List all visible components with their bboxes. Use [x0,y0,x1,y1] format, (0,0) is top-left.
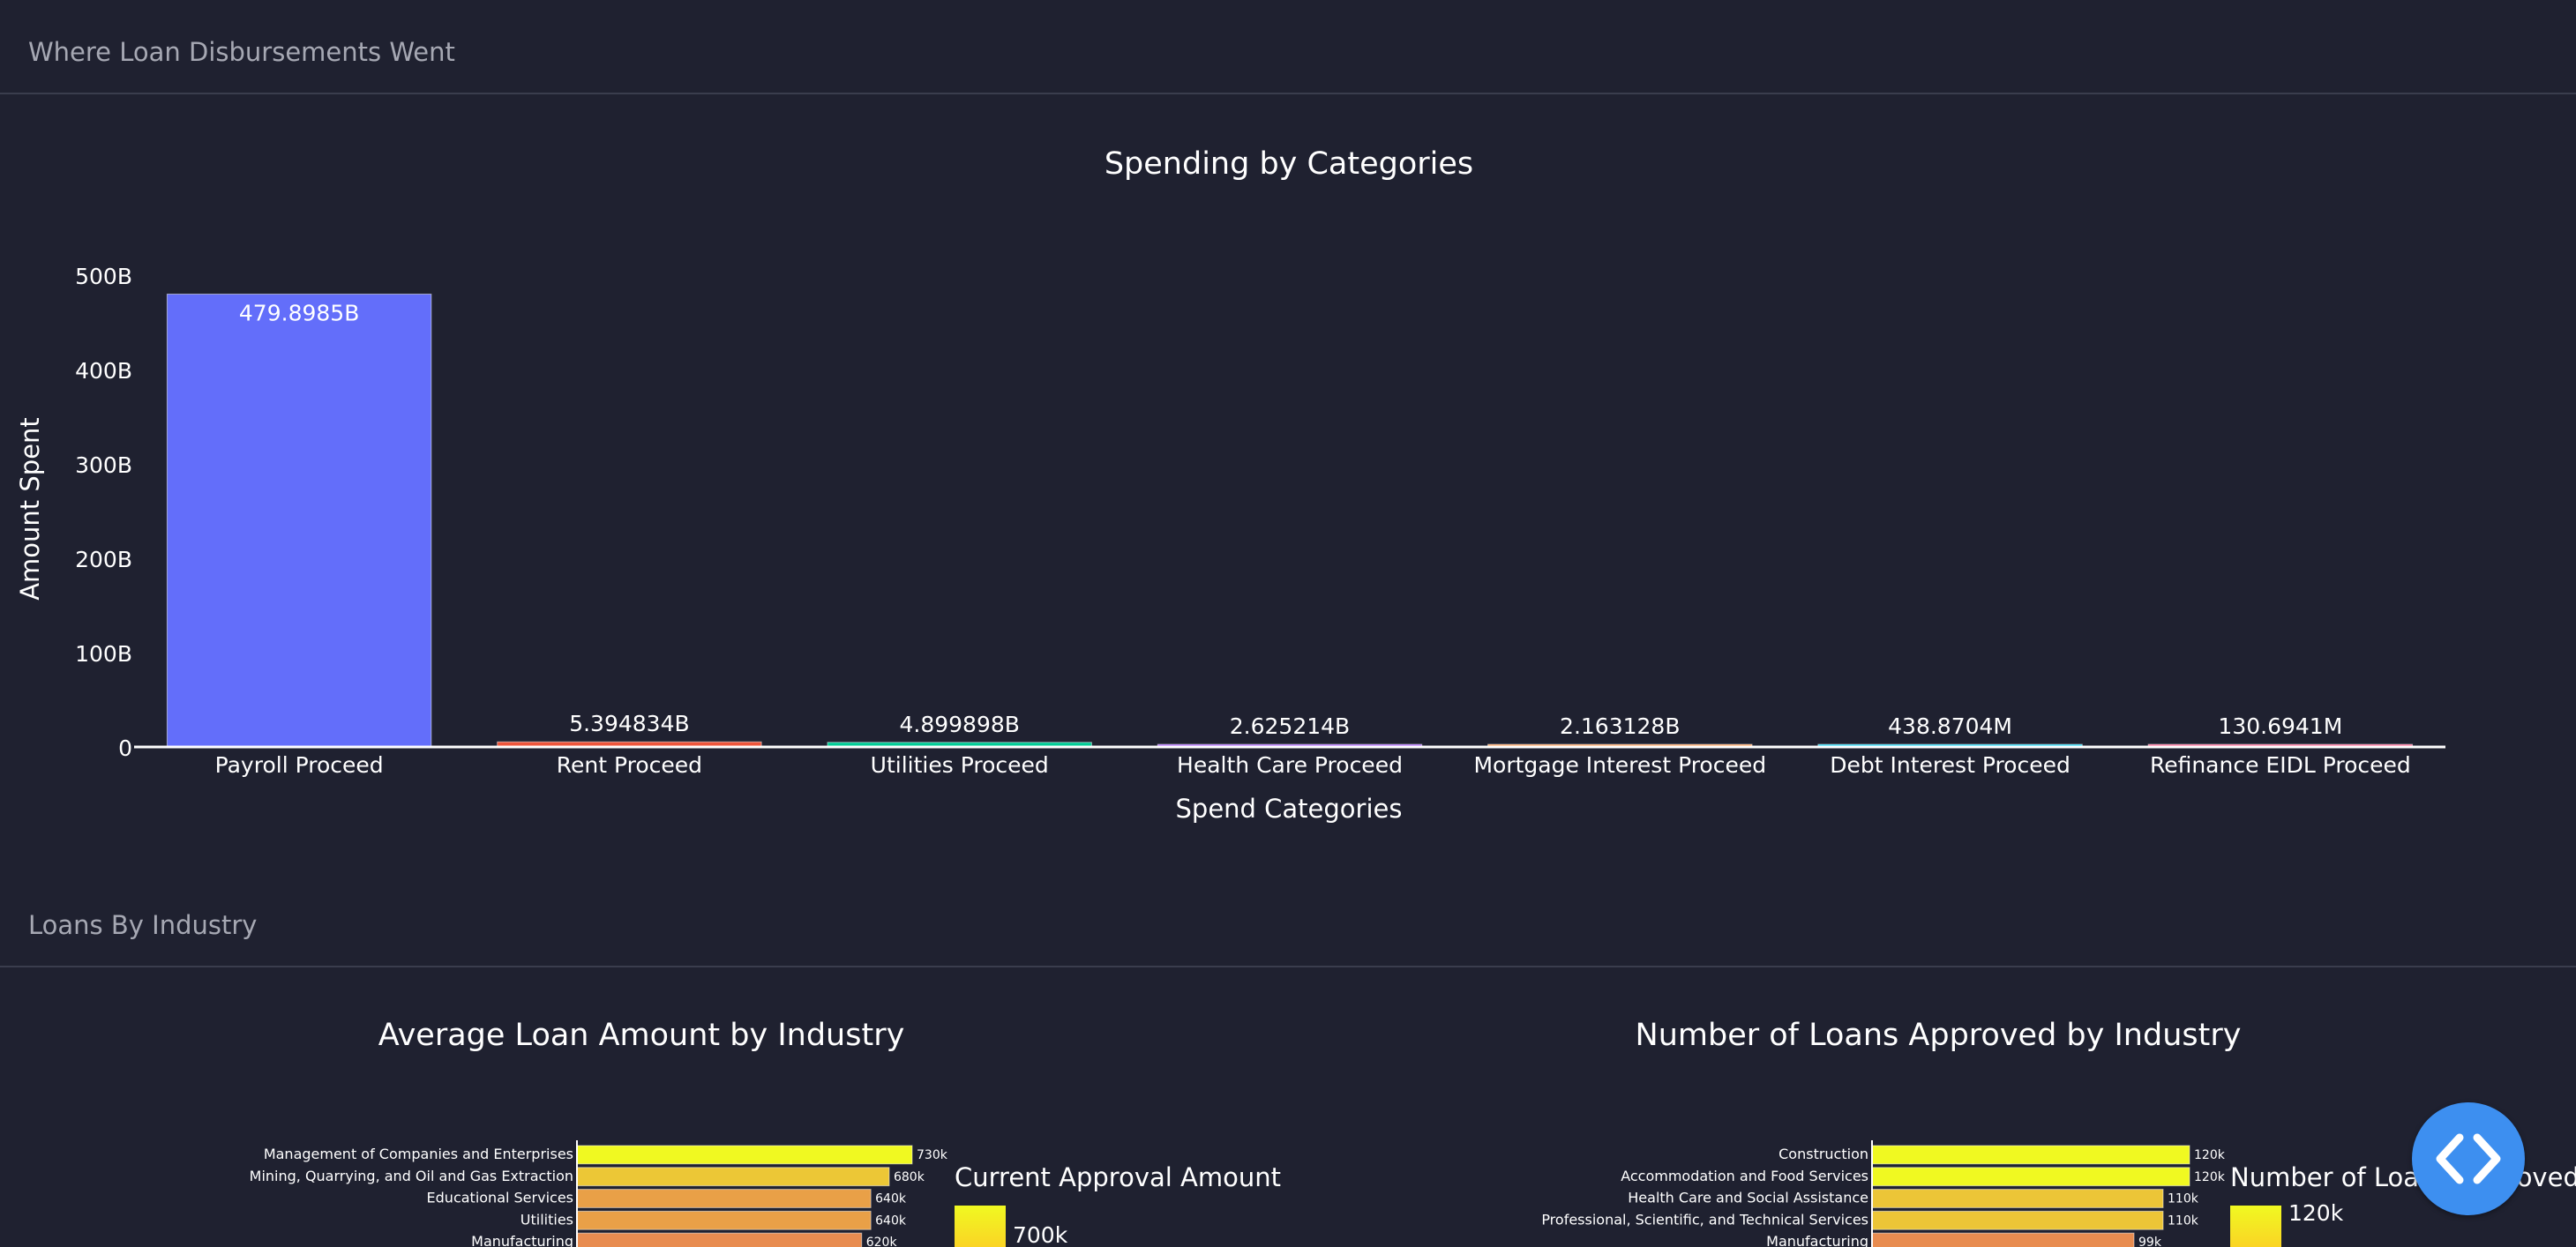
x-tick-label: Utilities Proceed [871,752,1049,778]
bar [1871,1145,2190,1165]
bar [576,1167,890,1187]
code-icon [2436,1133,2501,1184]
y-tick-label: 300B [75,452,132,478]
bar [576,1145,913,1165]
code-toggle-button[interactable] [2412,1102,2525,1215]
data-label: 438.8704M [1888,713,2012,739]
bar [1871,1232,2135,1247]
num-loans-industry-chart: Number of Loans Approved by Industry Con… [1541,1018,2576,1247]
x-tick-label: Rent Proceed [557,752,702,778]
data-label: 620k [866,1236,898,1247]
colorbar [2230,1206,2281,1247]
data-label: 640k [875,1192,907,1206]
y-tick-label: Manufacturing [1766,1233,1868,1247]
bar [576,1232,863,1247]
colorbar [955,1206,1006,1247]
colorbar-title: Current Approval Amount [955,1162,1281,1192]
x-tick-label: Payroll Proceed [215,752,384,778]
chart-title: Spending by Categories [1105,146,1473,182]
x-axis-label: Spend Categories [1176,794,1403,824]
y-tick-label: Construction [1778,1146,1868,1162]
y-tick-label: Health Care and Social Assistance [1628,1190,1868,1206]
y-tick-label: Manufacturing [471,1233,573,1247]
x-tick-label: Debt Interest Proceed [1830,752,2071,778]
data-label: 110k [2168,1213,2199,1228]
data-label: 99k [2138,1236,2162,1247]
y-tick-label: 200B [75,547,132,572]
bar [576,1210,872,1230]
data-label: 120k [2194,1170,2226,1184]
y-tick-label: Mining, Quarrying, and Oil and Gas Extra… [250,1168,573,1184]
section-title: Loans By Industry [28,910,258,940]
chart-title: Average Loan Amount by Industry [378,1018,905,1053]
data-label: 730k [917,1148,948,1162]
y-tick-label: Management of Companies and Enterprises [264,1146,573,1162]
y-axis-label: Amount Spent [15,417,45,601]
colorbar-tick-label: 120k [2288,1200,2344,1226]
data-label: 5.394834B [569,711,689,736]
data-label: 110k [2168,1192,2199,1206]
x-tick-label: Refinance EIDL Proceed [2150,752,2411,778]
data-label: 479.8985B [239,301,359,326]
y-tick-label: Educational Services [427,1190,573,1206]
data-label: 120k [2194,1148,2226,1162]
section-title: Where Loan Disbursements Went [28,37,455,67]
bar [1871,1210,2164,1230]
y-tick-label: 0 [118,736,132,761]
data-label: 4.899898B [899,712,1019,737]
data-label: 640k [875,1213,907,1228]
chart-title: Number of Loans Approved by Industry [1636,1018,2242,1053]
data-label: 2.625214B [1230,713,1350,739]
section-header-industry: Loans By Industry [0,873,2576,967]
y-tick-label: 500B [75,264,132,289]
y-tick-label: 100B [75,641,132,667]
bar [166,294,432,748]
bar [576,1189,872,1208]
section-header-disbursements: Where Loan Disbursements Went [0,0,2576,94]
y-tick-label: Accommodation and Food Services [1621,1168,1868,1184]
colorbar-tick-label: 700k [1013,1222,1068,1247]
avg-loan-industry-chart: Average Loan Amount by Industry Manageme… [250,1018,1281,1247]
x-tick-label: Health Care Proceed [1177,752,1403,778]
y-tick-label: Utilities [520,1211,573,1228]
data-label: 680k [894,1170,925,1184]
data-label: 2.163128B [1560,713,1680,739]
bar [1871,1167,2190,1187]
data-label: 130.6941M [2218,713,2342,739]
y-tick-label: 400B [75,358,132,384]
y-tick-label: Professional, Scientific, and Technical … [1541,1211,1868,1228]
x-tick-label: Mortgage Interest Proceed [1473,752,1766,778]
spending-bar-chart: Spending by Categories 479.8985B 5.394834… [15,146,2445,824]
bar [1871,1189,2164,1208]
